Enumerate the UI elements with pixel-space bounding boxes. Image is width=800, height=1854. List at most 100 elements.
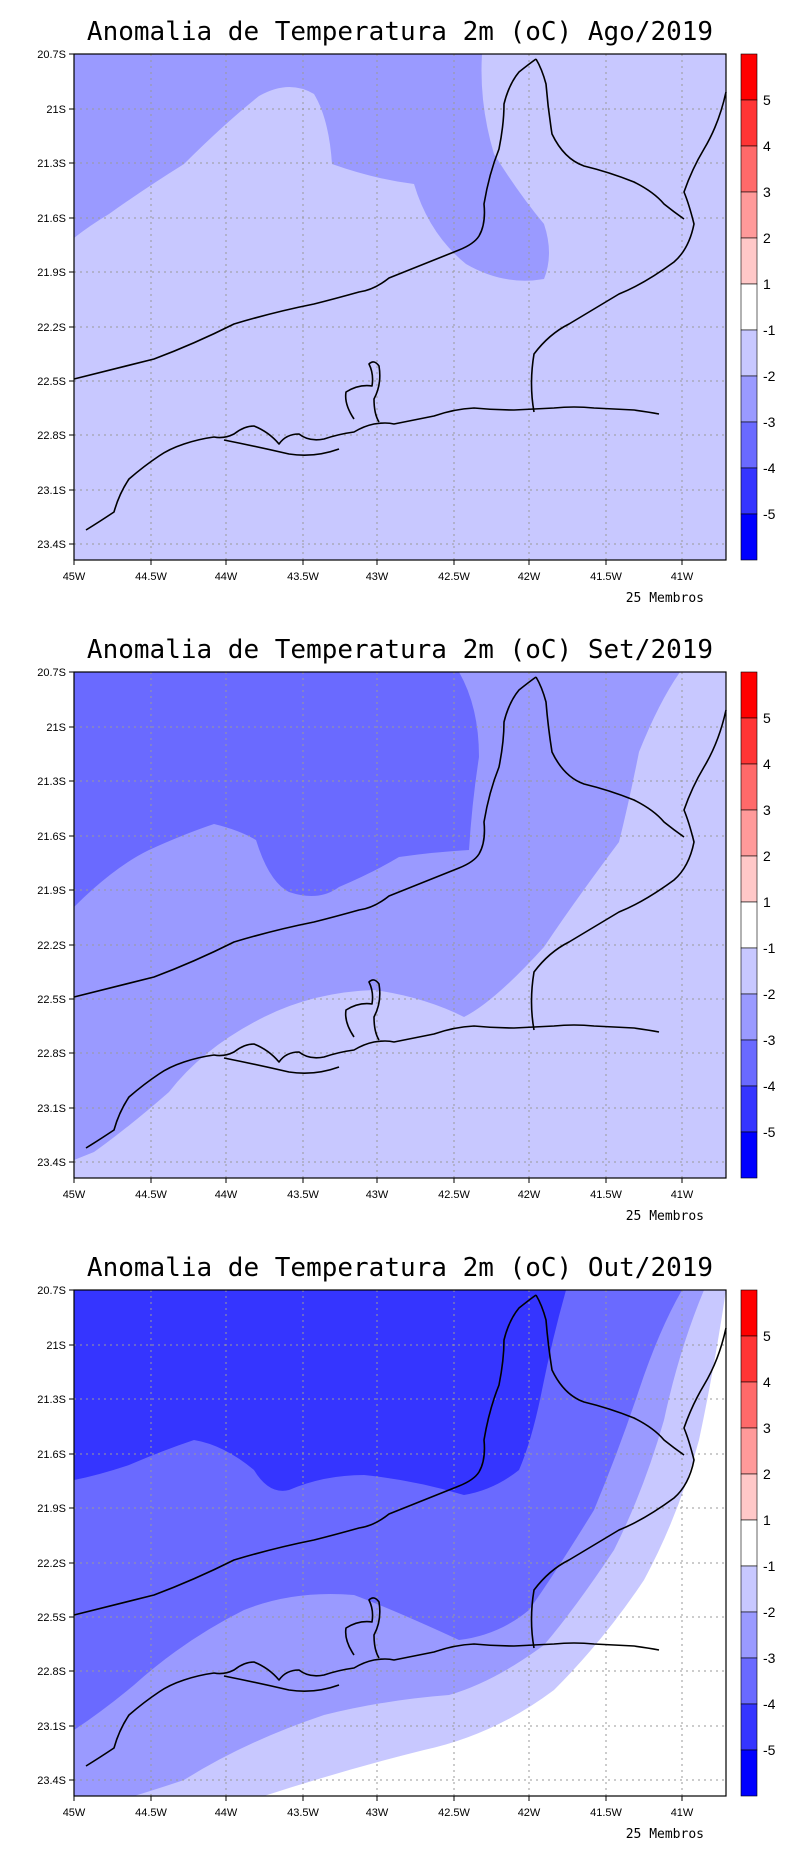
coast-line <box>223 439 340 456</box>
colorbar-swatch <box>740 1381 758 1429</box>
lat-tick-label: 20.7S <box>37 49 66 61</box>
colorbar-swatch <box>740 901 758 949</box>
colorbar-label: 5 <box>763 92 771 108</box>
colorbar-swatch <box>740 1335 758 1383</box>
map-panel: Anomalia de Temperatura 2m (oC) Set/2019… <box>37 635 775 1224</box>
colorbar-label: -2 <box>763 368 776 384</box>
colorbar-swatch <box>740 1131 758 1179</box>
lat-tick-label: 22.8S <box>37 430 66 442</box>
lat-tick-label: 22.5S <box>37 1612 66 1624</box>
coast-line <box>85 1024 660 1149</box>
colorbar: 5 4 3 2 1 -1 -2 -3 -4 -5 <box>740 671 776 1179</box>
lon-tick-label: 41W <box>671 1189 694 1201</box>
lon-tick-label: 43W <box>366 1189 389 1201</box>
coastline <box>73 58 727 531</box>
colorbar-swatch <box>740 1085 758 1133</box>
colorbar-swatch <box>740 191 758 239</box>
colorbar-swatch <box>740 1749 758 1797</box>
colorbar-label: -3 <box>763 1650 776 1666</box>
lon-tick-label: 44W <box>215 1189 238 1201</box>
lon-tick-label: 42W <box>518 1189 541 1201</box>
colorbar-swatch <box>740 1565 758 1613</box>
lon-tick-label: 43.5W <box>287 571 319 583</box>
colorbar-label: 4 <box>763 138 771 154</box>
colorbar-swatch <box>740 1519 758 1567</box>
colorbar-label: 4 <box>763 1374 771 1390</box>
panel-title: Anomalia de Temperatura 2m (oC) Set/2019 <box>87 635 713 665</box>
colorbar-label: 4 <box>763 756 771 772</box>
panel-title: Anomalia de Temperatura 2m (oC) Ago/2019 <box>87 17 713 47</box>
colorbar-swatch <box>740 513 758 561</box>
lat-tick-label: 21.9S <box>37 885 66 897</box>
anomaly-band <box>74 672 479 907</box>
lat-tick-label: 22.8S <box>37 1666 66 1678</box>
lat-tick-label: 23.4S <box>37 1157 66 1169</box>
map-frame <box>73 671 727 1179</box>
lat-tick-label: 21S <box>46 104 66 116</box>
colorbar-swatch <box>740 1473 758 1521</box>
colorbar-label: -1 <box>763 1558 776 1574</box>
lat-tick-label: 21.6S <box>37 213 66 225</box>
colorbar-swatch <box>740 1611 758 1659</box>
colorbar-label: -5 <box>763 1124 776 1140</box>
colorbar-label: -5 <box>763 506 776 522</box>
lon-tick-label: 44.5W <box>135 571 167 583</box>
lon-tick-label: 41.5W <box>590 1189 622 1201</box>
lon-tick-label: 42.5W <box>438 1189 470 1201</box>
members-label: 25 Membros <box>626 1827 704 1842</box>
lon-tick-label: 41.5W <box>590 571 622 583</box>
coast-line <box>535 676 685 838</box>
lat-tick-label: 20.7S <box>37 667 66 679</box>
lon-tick-label: 42W <box>518 1807 541 1819</box>
colorbar-swatch <box>740 809 758 857</box>
coast-line <box>223 1675 340 1692</box>
lat-tick-label: 23.1S <box>37 1721 66 1733</box>
lat-tick-label: 23.1S <box>37 485 66 497</box>
lat-tick-label: 22.2S <box>37 322 66 334</box>
colorbar-swatch <box>740 947 758 995</box>
members-label: 25 Membros <box>626 591 704 606</box>
lon-tick-label: 42.5W <box>438 1807 470 1819</box>
colorbar-label: 5 <box>763 710 771 726</box>
grid-lines <box>74 672 726 1178</box>
coastline <box>73 1294 727 1767</box>
lat-tick-label: 23.4S <box>37 539 66 551</box>
colorbar-swatch <box>740 99 758 147</box>
lat-tick-label: 21S <box>46 1340 66 1352</box>
lat-tick-label: 21.3S <box>37 158 66 170</box>
lon-tick-label: 44.5W <box>135 1189 167 1201</box>
colorbar-swatch <box>740 375 758 423</box>
coast-line <box>223 1057 340 1074</box>
map-panel: Anomalia de Temperatura 2m (oC) Ago/2019… <box>37 17 775 606</box>
lat-tick-label: 21.3S <box>37 1394 66 1406</box>
anomaly-band <box>74 54 549 281</box>
colorbar-swatch <box>740 717 758 765</box>
colorbar-label: 1 <box>763 276 771 292</box>
colorbar-label: 3 <box>763 802 771 818</box>
colorbar-label: 1 <box>763 1512 771 1528</box>
colorbar-swatch <box>740 1427 758 1475</box>
colorbar-swatch <box>740 855 758 903</box>
coast-line <box>530 709 727 1031</box>
colorbar-label: -4 <box>763 1078 776 1094</box>
map-frame <box>73 1289 727 1797</box>
members-label: 25 Membros <box>626 1209 704 1224</box>
lon-tick-label: 44.5W <box>135 1807 167 1819</box>
grid-lines <box>74 54 726 560</box>
lon-tick-label: 41.5W <box>590 1807 622 1819</box>
lat-tick-label: 20.7S <box>37 1285 66 1297</box>
lat-tick-label: 22.2S <box>37 1558 66 1570</box>
colorbar-swatch <box>740 421 758 469</box>
lon-tick-label: 43.5W <box>287 1807 319 1819</box>
lat-tick-label: 21.9S <box>37 1503 66 1515</box>
colorbar-label: -4 <box>763 460 776 476</box>
coast-line <box>535 1294 685 1456</box>
lon-tick-label: 45W <box>63 1189 86 1201</box>
lon-tick-label: 45W <box>63 571 86 583</box>
coast-line <box>344 1597 381 1659</box>
lat-tick-label: 22.5S <box>37 376 66 388</box>
lat-tick-label: 22.8S <box>37 1048 66 1060</box>
colorbar-swatch <box>740 283 758 331</box>
colorbar-label: -2 <box>763 986 776 1002</box>
